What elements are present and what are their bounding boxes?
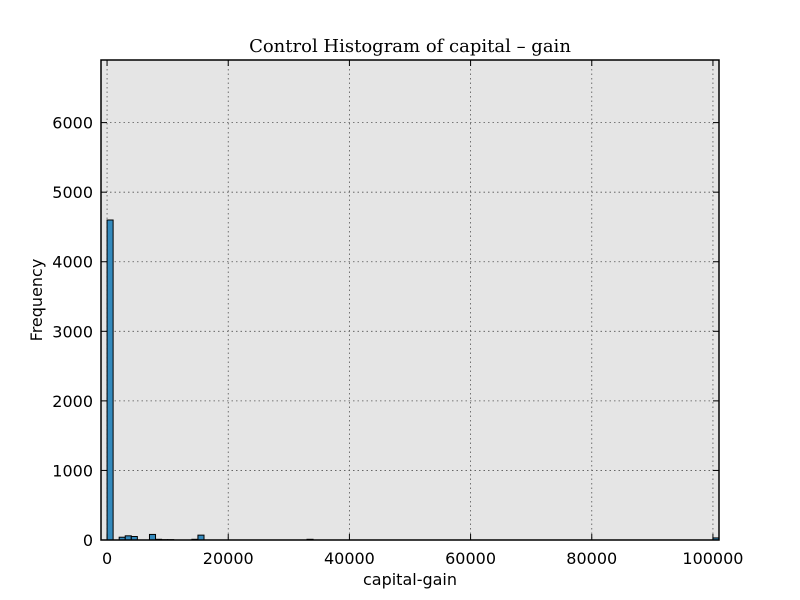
- x-axis-label: capital-gain: [363, 570, 457, 589]
- x-tick-label: 60000: [445, 549, 496, 568]
- plot-area: [101, 60, 719, 540]
- x-tick-label: 100000: [682, 549, 743, 568]
- plot-frame: [100, 59, 720, 541]
- x-tick-label: 0: [102, 549, 112, 568]
- y-axis-label: Frequency: [27, 259, 46, 342]
- y-tick-label: 3000: [52, 322, 93, 341]
- y-tick-label: 1000: [52, 461, 93, 480]
- y-tick-label: 4000: [52, 253, 93, 272]
- y-tick-label: 6000: [52, 114, 93, 133]
- histogram-bar: [148, 533, 157, 541]
- x-tick-label: 80000: [566, 549, 617, 568]
- y-axis-ticks: 0 1000 2000 3000 4000 5000 6000: [52, 114, 719, 550]
- x-axis-ticks: 0 20000 40000 60000 80000 100000: [102, 60, 743, 568]
- x-tick-label: 20000: [203, 549, 254, 568]
- chart-title: Control Histogram of capital – gain: [249, 36, 571, 57]
- x-tick-label: 40000: [324, 549, 375, 568]
- y-tick-label: 5000: [52, 183, 93, 202]
- histogram-bar: [106, 219, 114, 541]
- y-tick-label: 2000: [52, 392, 93, 411]
- y-tick-label: 0: [83, 531, 93, 550]
